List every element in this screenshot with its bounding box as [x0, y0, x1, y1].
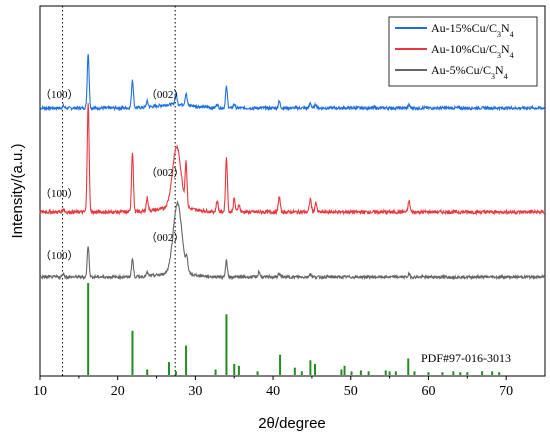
x-tick-label-2: 30: [188, 384, 202, 399]
peak-label-0-0: （100）: [40, 88, 79, 101]
legend: Au-15%Cu/C3N4 Au-10%Cu/C3N4 Au-5%Cu/C3N4: [388, 16, 538, 87]
peak-label-1-1: （002）: [146, 166, 185, 179]
reference-pattern-label: PDF#97-016-3013: [421, 351, 511, 365]
series-line-2: [39, 200, 546, 281]
x-tick-label-4: 50: [344, 384, 358, 399]
series-line-1: [39, 103, 546, 216]
plot-frame: [39, 5, 546, 377]
x-tick-label-0: 10: [33, 384, 47, 399]
x-axis: 10 20 30 40 50 60 70: [33, 376, 513, 399]
legend-label-0: Au-15%Cu/C3N4: [431, 21, 514, 39]
peak-label-1-0: （100）: [40, 187, 79, 200]
peak-label-2-0: （100）: [40, 249, 79, 262]
x-tick-label-6: 70: [499, 384, 513, 399]
peak-label-2-1: （002）: [146, 231, 185, 244]
x-tick-label-1: 20: [111, 384, 125, 399]
peak-labels: （100） （002） （100） （002） （100） （002）: [40, 88, 184, 262]
reference-sticks: [87, 283, 501, 375]
reference-lines: [62, 6, 176, 376]
x-axis-title: 2θ/degree: [258, 415, 326, 432]
peak-label-0-1: （002）: [146, 88, 185, 101]
y-axis-title: Intensity/(a.u.): [9, 143, 26, 238]
legend-label-1: Au-10%Cu/C3N4: [431, 42, 514, 60]
x-tick-label-5: 60: [421, 384, 435, 399]
x-tick-label-3: 40: [266, 384, 280, 399]
series-layer: [39, 54, 546, 281]
legend-items: Au-15%Cu/C3N4 Au-10%Cu/C3N4 Au-5%Cu/C3N4: [395, 21, 514, 81]
legend-label-2: Au-5%Cu/C3N4: [431, 63, 508, 81]
series-line-0: [39, 54, 546, 112]
